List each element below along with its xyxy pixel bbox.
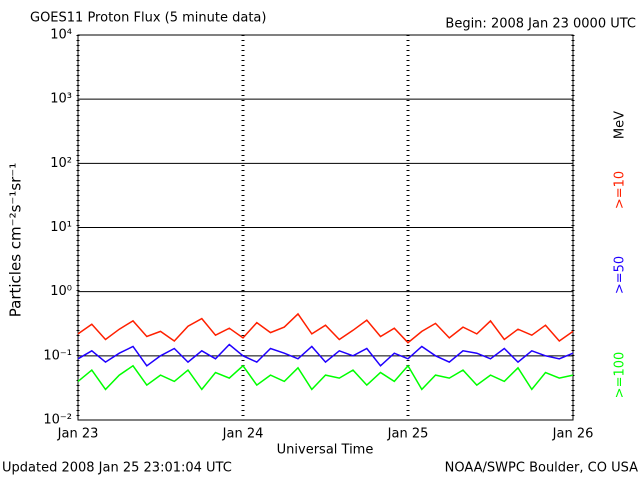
- y-tick-label: 10⁻¹: [43, 348, 72, 363]
- y-tick-label: 10⁴: [50, 28, 72, 43]
- y-tick-label: 10²: [50, 156, 72, 171]
- x-axis-label: Universal Time: [277, 443, 374, 458]
- series-line: [77, 312, 574, 344]
- y-axis-label: Particles cm⁻²s⁻¹sr⁻¹: [7, 163, 25, 317]
- chart-subtitle: Begin: 2008 Jan 23 0000 UTC: [445, 17, 636, 32]
- footer-left: Updated 2008 Jan 25 23:01:04 UTC: [2, 461, 232, 476]
- footer-right: NOAA/SWPC Boulder, CO USA: [445, 461, 638, 476]
- chart-title: GOES11 Proton Flux (5 minute data): [30, 11, 266, 26]
- legend-unit: MeV: [613, 111, 628, 139]
- x-tick-label: Jan 26: [552, 427, 594, 442]
- x-tick-label: Jan 24: [222, 427, 264, 442]
- legend-label: >=100: [613, 352, 628, 399]
- series-line: [77, 364, 574, 391]
- y-tick-label: 10³: [50, 92, 72, 107]
- y-tick-label: 10⁰: [50, 284, 72, 299]
- y-tick-label: 10¹: [50, 220, 72, 235]
- x-tick-label: Jan 25: [387, 427, 429, 442]
- legend-label: >=50: [613, 256, 628, 294]
- series-line: [77, 343, 574, 367]
- legend-label: >=10: [613, 171, 628, 209]
- x-tick-label: Jan 23: [57, 427, 99, 442]
- y-tick-label: 10⁻²: [43, 413, 72, 428]
